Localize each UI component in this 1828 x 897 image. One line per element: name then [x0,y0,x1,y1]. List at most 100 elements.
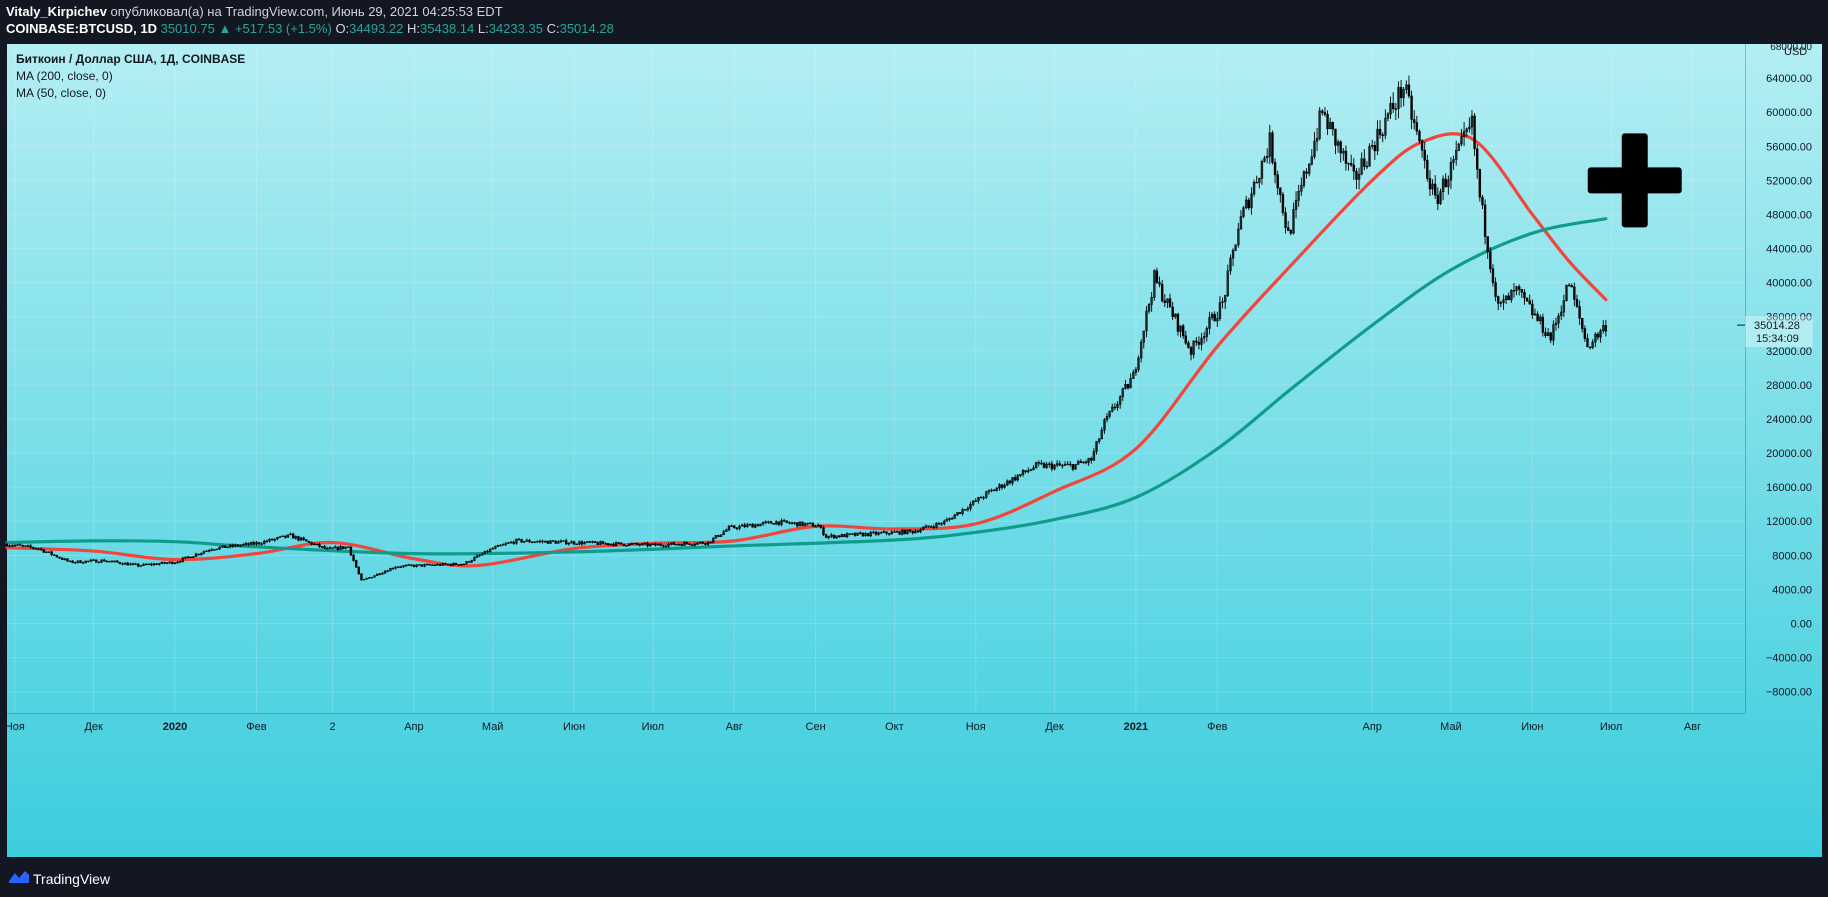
candle [1562,294,1566,318]
candle-body [806,522,809,525]
candle [1315,127,1319,152]
candle [851,533,854,535]
candle-body [475,555,479,558]
candle [735,527,739,531]
candle [291,532,295,539]
candle [45,551,48,554]
candle [1444,173,1447,188]
candle [5,542,9,547]
candle-body [1528,300,1531,305]
candle-body [914,530,917,534]
candle [496,544,500,547]
candle [622,543,626,547]
candle-body [517,538,521,541]
candle [1575,294,1579,308]
candle-body [1032,467,1035,470]
candle [651,543,655,546]
price-tick-label: 56000.00 [1766,141,1812,153]
candle [885,531,888,536]
candle [268,538,271,543]
candle [1271,130,1274,165]
candle [1531,299,1534,319]
candle-body [1132,372,1135,379]
candle [1297,184,1300,207]
candle [788,521,791,525]
candle [1462,121,1466,147]
candle-body [410,564,413,566]
candle-body [13,544,17,547]
legend-ma200[interactable]: MA (200, close, 0) [16,69,113,83]
candle-body [1402,89,1405,99]
legend-ma50[interactable]: MA (50, close, 0) [16,86,106,100]
candle-body [929,526,933,528]
candle [1053,463,1056,471]
candle-body [100,559,103,563]
author-name[interactable]: Vitaly_Kirpichev [6,4,107,19]
price-chart[interactable]: −8000.00 −4000.00 0.00 4000.00 8000.00 12000.… [0,44,1828,860]
candle-body [53,554,56,556]
candle [1434,175,1437,199]
candle-body [937,522,941,525]
candle-body [378,573,382,576]
candle [769,520,773,524]
candle-body [1418,130,1421,142]
candle-body [1588,346,1592,349]
candle-body [1137,357,1140,370]
candle [985,490,988,499]
candle-body [265,540,269,543]
candle [922,526,925,531]
candle-body [856,532,859,536]
candle-body [486,550,489,553]
candle [725,528,728,532]
candle-body [1462,131,1466,137]
candle-body [1126,384,1130,389]
candle [1331,121,1335,136]
candle-body [1370,145,1374,147]
candle-body [1365,165,1369,168]
candle [551,540,555,542]
candle [1202,331,1206,344]
candle [914,529,917,534]
candle [239,544,242,548]
candle-body [1502,299,1505,303]
candle [1087,457,1090,466]
price-axis[interactable]: −8000.00 −4000.00 0.00 4000.00 8000.00 12000.… [1737,44,1812,713]
candle [1478,168,1482,202]
candle-body [50,551,53,555]
candle-body [974,500,977,502]
brand-name[interactable]: TradingView [33,871,111,887]
candle-body [633,542,636,545]
candle-body [74,562,77,564]
candle-body [819,524,823,528]
drawing-layer[interactable] [1587,133,1682,228]
candle-body [979,496,983,499]
candle [310,541,313,546]
candle [1426,154,1429,182]
candle [491,547,494,550]
candle [263,539,266,545]
candle-body [326,547,329,550]
candle [197,553,200,556]
candle-body [45,551,48,554]
candle-body [1074,464,1077,470]
time-tick-label: Июн [1521,721,1543,733]
time-axis[interactable]: Ноя Дек 2020 Фев 2 Апр Май Июн Июл Авг Сен Окт Ноя Де… [5,713,1745,734]
time-tick-label: 2021 [1124,721,1148,733]
candle-body [620,542,623,545]
candle-body [509,541,513,544]
candle-body [228,544,232,548]
candle [1305,168,1308,179]
candle-body [559,540,563,543]
candle [1192,340,1195,359]
candle [544,540,547,543]
candle-body [1221,301,1224,303]
candle-body [210,549,213,551]
candle-body [704,543,707,545]
candle [861,532,865,537]
candle-body [496,544,500,547]
candle-body [423,564,426,567]
candle [659,542,662,547]
candle [1565,284,1568,302]
candle [853,532,857,537]
candle [1242,205,1245,219]
